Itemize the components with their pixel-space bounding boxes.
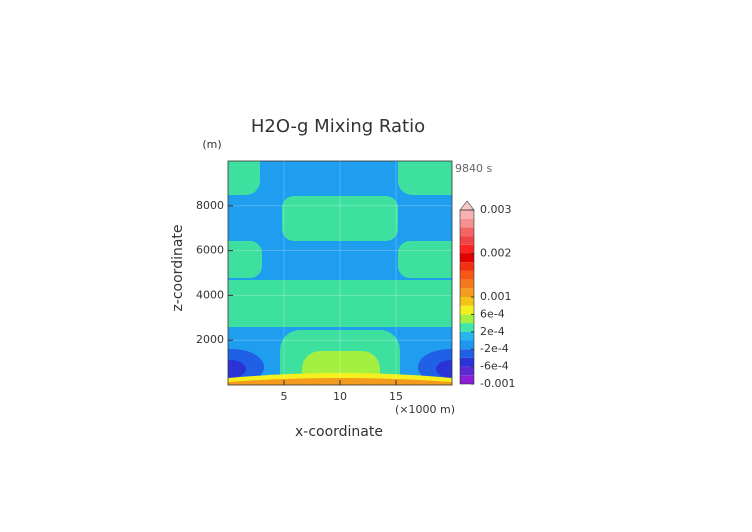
colorbar-tick-label: -2e-4 xyxy=(480,342,509,355)
y-tick-label: 8000 xyxy=(196,199,224,212)
x-tick-label: 10 xyxy=(333,390,347,403)
colorbar-tick-label: -0.001 xyxy=(480,377,515,390)
colorbar-tick-label: 2e-4 xyxy=(480,325,505,338)
contour-region xyxy=(228,280,452,327)
contour-region xyxy=(282,196,398,241)
colorbar-band xyxy=(460,314,474,324)
x-unit: (×1000 m) xyxy=(395,403,455,416)
y-axis-title: z-coordinate xyxy=(170,224,186,311)
contour-region xyxy=(228,161,260,195)
colorbar-band xyxy=(460,357,474,367)
colorbar-band xyxy=(460,279,474,289)
colorbar-band xyxy=(460,218,474,228)
colorbar-band xyxy=(460,323,474,332)
colorbar-band xyxy=(460,270,474,280)
colorbar-band xyxy=(460,340,474,350)
y-tick-label: 6000 xyxy=(196,244,224,257)
x-tick-label: 5 xyxy=(281,390,288,403)
colorbar-band xyxy=(460,236,474,245)
colorbar-band xyxy=(460,331,474,341)
colorbar-band xyxy=(460,305,474,315)
y-tick-label: 4000 xyxy=(196,288,224,301)
x-tick-label: 15 xyxy=(389,390,403,403)
colorbar-band xyxy=(460,262,474,271)
colorbar-band xyxy=(460,349,474,358)
colorbar-tick-label: -6e-4 xyxy=(480,360,509,373)
colorbar-extension xyxy=(459,200,475,211)
colorbar-band xyxy=(460,210,474,219)
y-tick-label: 2000 xyxy=(196,333,224,346)
y-unit: (m) xyxy=(202,138,221,151)
colorbar-band xyxy=(460,244,474,254)
chart-title: H2O-g Mixing Ratio xyxy=(251,116,425,137)
colorbar-band xyxy=(460,366,474,376)
colorbar-tick-label: 0.001 xyxy=(480,290,512,303)
colorbar-band xyxy=(460,297,474,306)
contour-field xyxy=(228,161,452,385)
time-label: 9840 s xyxy=(455,162,492,175)
x-axis-title: x-coordinate xyxy=(295,424,383,440)
colorbar-band xyxy=(460,375,474,384)
contour-region xyxy=(436,360,452,378)
colorbar-tick-label: 6e-4 xyxy=(480,307,505,320)
contour-region xyxy=(398,241,452,278)
contour-region xyxy=(398,161,452,195)
contour-region xyxy=(228,241,262,278)
colorbar-tick-label: 0.003 xyxy=(480,203,512,216)
colorbar-band xyxy=(460,288,474,297)
colorbar-band xyxy=(460,253,474,263)
colorbar-band xyxy=(460,227,474,237)
contour-region xyxy=(228,360,246,378)
colorbar-tick-label: 0.002 xyxy=(480,247,512,260)
